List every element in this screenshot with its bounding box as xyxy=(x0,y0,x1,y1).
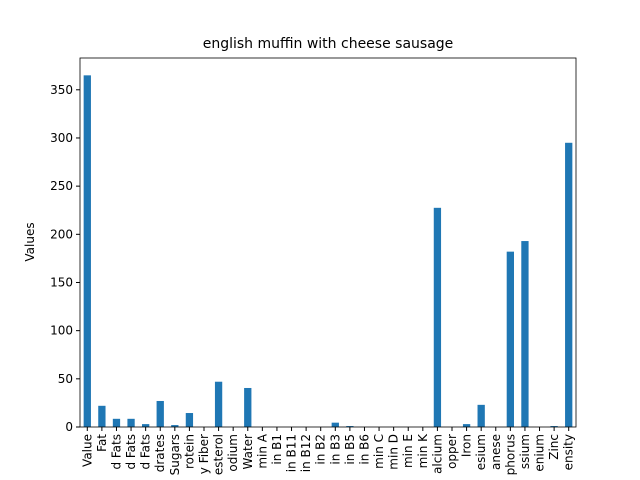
bar xyxy=(506,251,514,427)
y-tick-label: 300 xyxy=(50,131,73,145)
x-tick-label: Sugars xyxy=(168,434,182,475)
y-tick-label: 100 xyxy=(50,324,73,338)
bar xyxy=(244,387,252,427)
x-tick-label: ssium xyxy=(518,434,532,469)
bar xyxy=(331,422,339,427)
x-tick-label: y Fiber xyxy=(197,434,211,474)
bar xyxy=(171,425,179,427)
y-tick-label: 50 xyxy=(58,372,73,386)
bar xyxy=(185,413,194,427)
bar xyxy=(477,404,485,427)
x-tick-label: enium xyxy=(533,434,547,472)
x-tick-label: odium xyxy=(226,434,240,472)
bar xyxy=(346,426,354,427)
x-tick-label: esterol xyxy=(212,434,226,475)
x-tick-label: d Fats xyxy=(139,434,153,470)
bar xyxy=(550,426,558,427)
bar xyxy=(565,142,573,427)
x-tick-label: min E xyxy=(401,434,415,468)
x-tick-label: min D xyxy=(387,434,401,470)
bar xyxy=(112,418,121,427)
y-tick-label: 250 xyxy=(50,179,73,193)
y-axis-label: Values xyxy=(23,222,37,261)
bar xyxy=(83,75,91,427)
x-tick-label: d Fats xyxy=(124,434,138,470)
bar xyxy=(462,424,471,427)
x-tick-label: phorus xyxy=(503,434,517,475)
bar xyxy=(433,207,442,427)
x-tick-label: d Fats xyxy=(109,434,123,470)
x-tick-label: in B12 xyxy=(299,434,313,472)
bar xyxy=(521,241,529,427)
x-tick-label: drates xyxy=(153,434,167,472)
x-tick-label: min K xyxy=(416,433,430,468)
x-tick-label: Fat xyxy=(95,434,109,452)
x-tick-label: esium xyxy=(474,434,488,470)
bar xyxy=(214,381,223,427)
x-tick-label: min A xyxy=(255,433,269,468)
bar xyxy=(98,405,106,427)
x-tick-label: in B5 xyxy=(343,434,357,465)
bar xyxy=(156,400,164,427)
x-tick-label: Iron xyxy=(460,434,474,457)
y-tick-label: 150 xyxy=(50,275,73,289)
x-tick-label: opper xyxy=(445,434,459,469)
y-tick-label: 0 xyxy=(65,420,73,434)
plot-frame xyxy=(79,57,577,428)
x-tick-label: Value xyxy=(80,434,94,467)
chart-title: english muffin with cheese sausage xyxy=(203,36,454,52)
x-tick-label: Water xyxy=(241,434,255,470)
x-tick-label: in B2 xyxy=(314,434,328,465)
x-tick-label: in B1 xyxy=(270,434,284,465)
x-tick-label: in B6 xyxy=(357,434,371,465)
x-tick-label: min C xyxy=(372,434,386,469)
x-tick-label: alcium xyxy=(430,434,444,474)
x-tick-label: in B11 xyxy=(285,434,299,472)
x-tick-label: anese xyxy=(489,434,503,470)
bar xyxy=(142,424,150,427)
x-tick-label: in B3 xyxy=(328,434,342,465)
x-tick-label: rotein xyxy=(182,434,196,469)
x-tick-label: Zinc xyxy=(547,434,561,460)
x-tick-label: ensity xyxy=(562,434,576,470)
bar xyxy=(127,418,135,427)
y-tick-label: 200 xyxy=(50,227,73,241)
y-tick-label: 350 xyxy=(50,83,73,97)
